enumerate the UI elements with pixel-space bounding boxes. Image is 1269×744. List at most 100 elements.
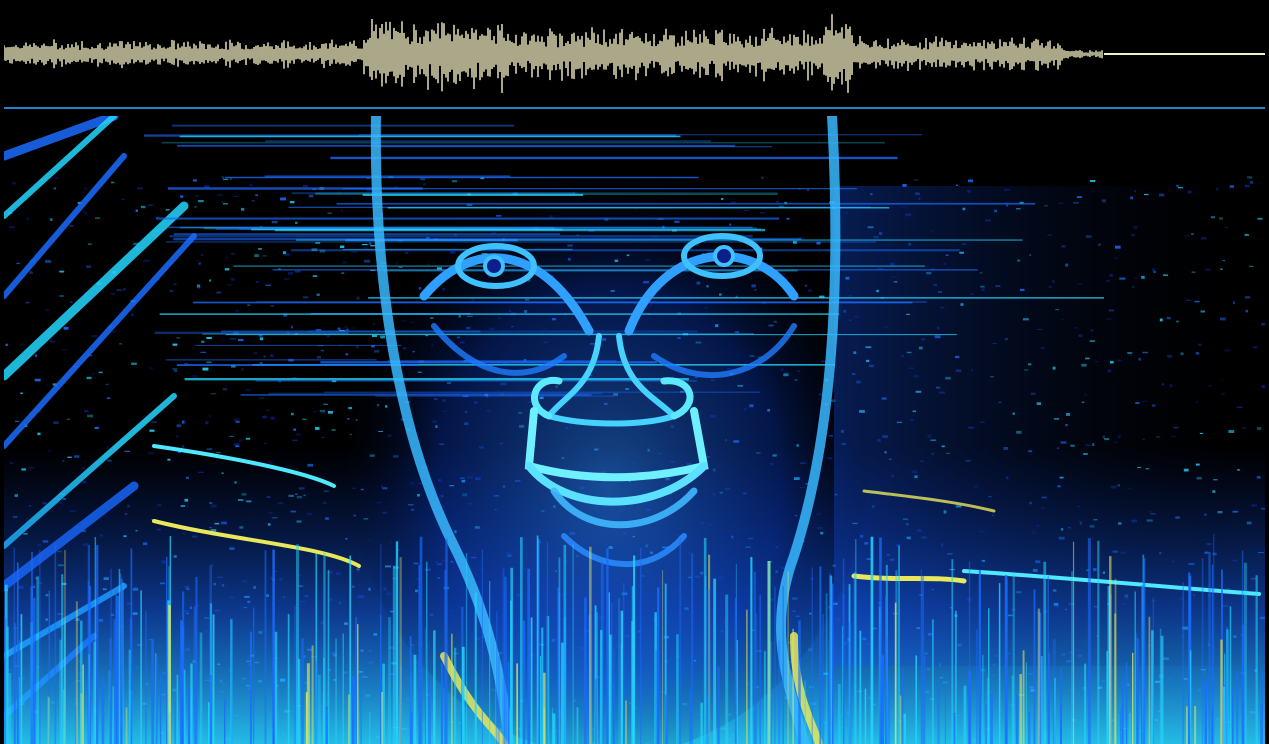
noise-speck bbox=[12, 182, 16, 185]
noise-speck bbox=[16, 262, 20, 264]
noise-speck bbox=[315, 329, 322, 331]
noise-speck bbox=[361, 244, 368, 246]
noise-speck bbox=[175, 435, 179, 438]
noise-speck bbox=[254, 254, 259, 258]
left-pupil bbox=[483, 255, 505, 277]
noise-speck bbox=[69, 225, 74, 227]
noise-speck bbox=[83, 187, 88, 190]
noise-speck bbox=[351, 251, 357, 253]
noise-speck bbox=[420, 178, 426, 181]
noise-speck bbox=[196, 284, 201, 288]
diagonal-sweep bbox=[4, 116, 117, 219]
noise-speck bbox=[331, 429, 336, 431]
noise-speck bbox=[760, 212, 765, 214]
noise-speck bbox=[284, 278, 290, 280]
noise-speck bbox=[282, 251, 287, 255]
noise-speck bbox=[111, 331, 117, 333]
noise-speck bbox=[88, 354, 93, 357]
noise-speck bbox=[88, 243, 92, 246]
noise-speck bbox=[210, 393, 217, 395]
noise-speck bbox=[206, 337, 212, 339]
spectrogram-panel bbox=[4, 116, 1265, 744]
noise-speck bbox=[356, 296, 360, 300]
noise-speck bbox=[227, 284, 232, 286]
noise-speck bbox=[265, 284, 272, 286]
face-image bbox=[370, 116, 841, 744]
noise-speck bbox=[121, 198, 125, 201]
noise-speck bbox=[198, 200, 204, 203]
noise-speck bbox=[84, 409, 89, 413]
noise-speck bbox=[98, 371, 103, 374]
noise-speck bbox=[135, 209, 138, 212]
spectrogram-graphic bbox=[4, 116, 1265, 744]
noise-speck bbox=[345, 353, 349, 356]
noise-speck bbox=[255, 194, 258, 197]
noise-speck bbox=[363, 246, 369, 249]
noise-speck bbox=[173, 370, 178, 372]
noise-speck bbox=[184, 363, 189, 365]
noise-speck bbox=[339, 343, 343, 346]
noise-speck bbox=[245, 437, 251, 440]
noise-speck bbox=[271, 220, 278, 224]
noise-speck bbox=[235, 421, 240, 423]
noise-speck bbox=[404, 251, 409, 254]
noise-speck bbox=[149, 367, 154, 370]
noise-speck bbox=[123, 288, 126, 291]
noise-speck bbox=[327, 212, 332, 214]
noise-speck bbox=[315, 427, 320, 430]
noise-speck bbox=[342, 261, 347, 264]
noise-speck bbox=[366, 177, 370, 179]
noise-speck bbox=[914, 179, 918, 181]
left-trail-upper bbox=[152, 444, 336, 488]
noise-speck bbox=[1247, 176, 1253, 179]
noise-speck bbox=[77, 201, 82, 204]
noise-speck bbox=[262, 255, 267, 257]
noise-speck bbox=[352, 327, 357, 329]
noise-speck bbox=[238, 338, 244, 342]
vertical-frequency-streaks bbox=[4, 534, 1263, 744]
noise-speck bbox=[235, 309, 240, 312]
noise-speck bbox=[94, 426, 99, 429]
noise-speck bbox=[776, 200, 780, 203]
noise-speck bbox=[395, 261, 398, 265]
noise-speck bbox=[110, 181, 115, 184]
noise-speck bbox=[26, 217, 29, 221]
noise-speck bbox=[20, 343, 24, 346]
noise-speck bbox=[52, 383, 57, 386]
noise-speck bbox=[312, 411, 318, 413]
noise-speck bbox=[761, 176, 764, 180]
noise-speck bbox=[259, 226, 263, 228]
noise-speck bbox=[423, 183, 426, 186]
noise-speck bbox=[289, 201, 295, 204]
noise-speck bbox=[20, 392, 23, 394]
noise-speck bbox=[9, 226, 15, 228]
noise-speck bbox=[173, 283, 177, 285]
noise-speck bbox=[296, 433, 301, 436]
noise-speck bbox=[270, 416, 275, 420]
noise-speck bbox=[263, 442, 267, 445]
noise-speck bbox=[341, 210, 343, 212]
noise-speck bbox=[326, 335, 330, 338]
noise-speck bbox=[288, 272, 293, 275]
noise-speck bbox=[201, 340, 205, 343]
noise-speck bbox=[149, 429, 155, 432]
noise-speck bbox=[266, 409, 270, 411]
noise-speck bbox=[284, 253, 291, 256]
noise-speck bbox=[176, 337, 181, 339]
noise-speck bbox=[398, 266, 403, 268]
diagonal-sweep bbox=[4, 233, 197, 449]
noise-speck bbox=[451, 180, 457, 183]
noise-speck bbox=[425, 236, 430, 239]
right-eye bbox=[681, 233, 763, 279]
noise-speck bbox=[70, 301, 73, 304]
noise-speck bbox=[816, 241, 821, 245]
noise-speck bbox=[251, 200, 255, 202]
noise-speck bbox=[200, 253, 204, 256]
noise-speck bbox=[195, 195, 199, 197]
noise-speck bbox=[253, 352, 258, 355]
panel-divider-line bbox=[4, 107, 1265, 109]
noise-speck bbox=[222, 388, 228, 391]
face-left-edge bbox=[370, 116, 514, 744]
noise-speck bbox=[29, 271, 33, 274]
